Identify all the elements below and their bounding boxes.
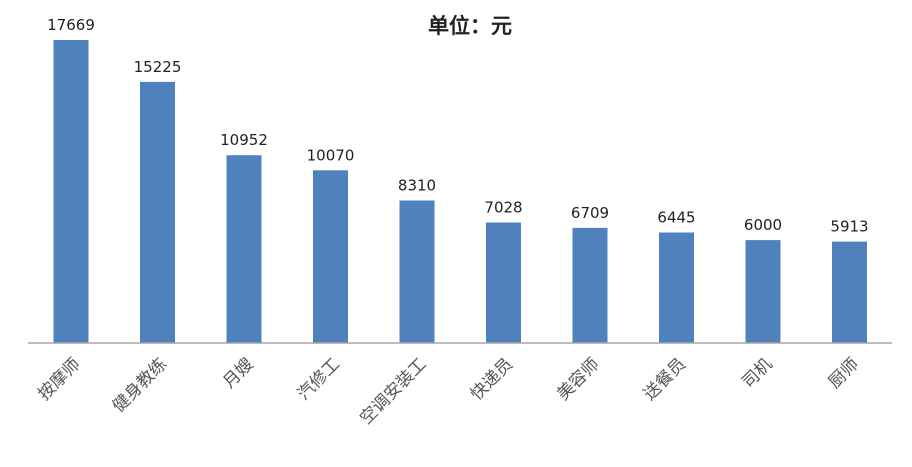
bar-5 (399, 200, 435, 343)
category-label-5: 空调安装工 (356, 354, 430, 428)
value-label-7: 6709 (571, 204, 609, 222)
bar-6 (486, 222, 521, 343)
value-label-4: 10070 (307, 146, 355, 164)
category-label-1: 按摩师 (34, 354, 84, 404)
value-label-5: 8310 (398, 177, 436, 195)
category-label-2: 健身教练 (109, 354, 171, 416)
category-labels-group: 按摩师 健身教练 月嫂 汽修工 空调安装工 快递员 美容师 送餐员 司机 厨师 (34, 354, 863, 428)
category-label-8: 送餐员 (640, 354, 690, 404)
bar-2 (140, 81, 175, 344)
chart-title: 单位：元 (428, 14, 512, 38)
bar-9 (745, 240, 781, 343)
category-label-10: 厨师 (825, 354, 863, 392)
bar-4 (313, 170, 348, 343)
value-labels-group: 17669 15225 10952 10070 8310 7028 6709 6445 6000… (47, 16, 868, 236)
bar-1 (53, 40, 89, 343)
value-label-10: 5913 (830, 218, 868, 236)
value-label-2: 15225 (134, 58, 182, 76)
value-label-8: 6445 (657, 209, 695, 227)
bar-7 (572, 227, 608, 343)
category-label-3: 月嫂 (219, 354, 257, 392)
category-label-9: 司机 (738, 354, 776, 392)
value-label-9: 6000 (744, 216, 782, 234)
value-label-3: 10952 (220, 131, 268, 149)
category-label-7: 美容师 (553, 354, 603, 404)
category-label-4: 汽修工 (294, 354, 344, 404)
bar-3 (226, 155, 262, 343)
category-label-6: 快递员 (467, 354, 517, 404)
value-label-6: 7028 (484, 199, 522, 217)
bar-10 (832, 241, 867, 343)
bars-group (53, 40, 867, 344)
value-label-1: 17669 (47, 16, 95, 34)
bar-8 (659, 232, 694, 343)
